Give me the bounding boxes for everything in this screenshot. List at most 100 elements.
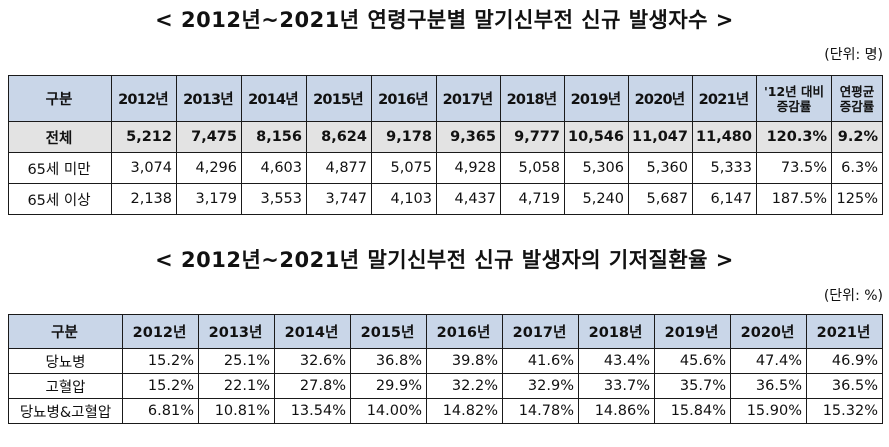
row-label: 전체: [8, 121, 112, 153]
cell-value: 4,437: [436, 183, 501, 215]
table2-header-row: 구분 2012년 2013년 2014년 2015년 2016년 2017년 2…: [8, 314, 883, 349]
header-year: 2017년: [502, 314, 579, 349]
cell-value: 14.00%: [350, 398, 427, 424]
cell-value: 15.90%: [730, 398, 807, 424]
cell-value: 5,240: [564, 183, 629, 215]
table1-unit-label: (단위: 명): [824, 47, 883, 63]
cell-change: 187.5%: [756, 183, 832, 215]
cell-cagr: 125%: [831, 183, 883, 215]
cell-value: 29.9%: [350, 373, 427, 399]
table1-title: < 2012년~2021년 연령구분별 말기신부전 신규 발생자수 >: [155, 8, 734, 32]
cell-value: 9,365: [436, 121, 501, 153]
cell-value: 27.8%: [274, 373, 351, 399]
cell-value: 15.2%: [122, 373, 199, 399]
cell-value: 43.4%: [578, 348, 655, 374]
cell-value: 3,553: [241, 183, 307, 215]
header-year: 2015년: [350, 314, 427, 349]
header-year: 2014년: [274, 314, 351, 349]
header-year: 2019년: [564, 75, 629, 122]
header-year: 2021년: [806, 314, 883, 349]
header-change-line2: 증감률: [776, 98, 812, 114]
table-row: 65세 미만 3,074 4,296 4,603 4,877 5,075 4,9…: [8, 152, 883, 184]
cell-value: 32.6%: [274, 348, 351, 374]
cell-value: 5,212: [111, 121, 177, 153]
row-label: 고혈압: [8, 373, 123, 399]
cell-value: 14.82%: [426, 398, 503, 424]
cell-value: 33.7%: [578, 373, 655, 399]
header-year: 2018년: [500, 75, 565, 122]
header-year: 2017년: [436, 75, 501, 122]
cell-value: 13.54%: [274, 398, 351, 424]
cell-value: 36.5%: [806, 373, 883, 399]
header-year: 2016년: [371, 75, 437, 122]
table2-title: < 2012년~2021년 말기신부전 신규 발생자의 기저질환율 >: [155, 248, 734, 272]
header-cagr-line2: 증감률: [839, 98, 875, 114]
cell-value: 4,928: [436, 152, 501, 184]
table1-header-row: 구분 2012년 2013년 2014년 2015년 2016년 2017년 2…: [8, 75, 883, 122]
cell-value: 5,687: [628, 183, 693, 215]
row-label: 65세 미만: [8, 152, 112, 184]
cell-value: 11,480: [692, 121, 757, 153]
cell-cagr: 6.3%: [831, 152, 883, 184]
table2-unit-label: (단위: %): [823, 288, 883, 304]
header-annual-avg-change: 연평균 증감률: [831, 75, 883, 122]
cell-value: 11,047: [628, 121, 693, 153]
cell-cagr: 9.2%: [831, 121, 883, 153]
cell-value: 15.2%: [122, 348, 199, 374]
header-year: 2018년: [578, 314, 655, 349]
cell-value: 4,296: [176, 152, 242, 184]
cell-value: 7,475: [176, 121, 242, 153]
cell-value: 32.2%: [426, 373, 503, 399]
header-category: 구분: [8, 75, 112, 122]
cell-value: 47.4%: [730, 348, 807, 374]
cell-value: 3,747: [306, 183, 372, 215]
cell-value: 4,103: [371, 183, 437, 215]
cell-value: 8,624: [306, 121, 372, 153]
table2-underlying-disease-rate: 구분 2012년 2013년 2014년 2015년 2016년 2017년 2…: [8, 314, 883, 424]
cell-value: 6.81%: [122, 398, 199, 424]
header-cagr-line1: 연평균: [839, 83, 875, 99]
header-year: 2020년: [628, 75, 693, 122]
cell-value: 5,360: [628, 152, 693, 184]
header-year: 2020년: [730, 314, 807, 349]
row-label: 당뇨병: [8, 348, 123, 374]
cell-value: 10,546: [564, 121, 629, 153]
cell-value: 3,179: [176, 183, 242, 215]
cell-value: 2,138: [111, 183, 177, 215]
header-change-vs-2012: '12년 대비 증감률: [756, 75, 832, 122]
cell-value: 5,075: [371, 152, 437, 184]
table-row: 전체 5,212 7,475 8,156 8,624 9,178 9,365 9…: [8, 121, 883, 153]
header-change-line1: '12년 대비: [763, 83, 825, 99]
cell-value: 32.9%: [502, 373, 579, 399]
header-year: 2012년: [122, 314, 199, 349]
cell-value: 22.1%: [198, 373, 275, 399]
cell-value: 35.7%: [654, 373, 731, 399]
header-year: 2021년: [692, 75, 757, 122]
row-label: 당뇨병&고혈압: [8, 398, 123, 424]
cell-value: 5,058: [500, 152, 565, 184]
cell-value: 36.5%: [730, 373, 807, 399]
cell-value: 8,156: [241, 121, 307, 153]
cell-value: 14.78%: [502, 398, 579, 424]
header-year: 2013년: [198, 314, 275, 349]
cell-value: 10.81%: [198, 398, 275, 424]
header-category: 구분: [8, 314, 123, 349]
cell-value: 36.8%: [350, 348, 427, 374]
cell-value: 41.6%: [502, 348, 579, 374]
header-year: 2019년: [654, 314, 731, 349]
row-label: 65세 이상: [8, 183, 112, 215]
header-year: 2013년: [176, 75, 242, 122]
cell-value: 5,333: [692, 152, 757, 184]
table-row: 당뇨병&고혈압 6.81% 10.81% 13.54% 14.00% 14.82…: [8, 398, 883, 424]
header-year: 2014년: [241, 75, 307, 122]
cell-value: 4,877: [306, 152, 372, 184]
header-year: 2012년: [111, 75, 177, 122]
table-row: 당뇨병 15.2% 25.1% 32.6% 36.8% 39.8% 41.6% …: [8, 348, 883, 374]
cell-value: 9,178: [371, 121, 437, 153]
cell-value: 46.9%: [806, 348, 883, 374]
cell-value: 15.32%: [806, 398, 883, 424]
cell-value: 9,777: [500, 121, 565, 153]
cell-value: 15.84%: [654, 398, 731, 424]
cell-value: 4,719: [500, 183, 565, 215]
table-row: 65세 이상 2,138 3,179 3,553 3,747 4,103 4,4…: [8, 183, 883, 215]
